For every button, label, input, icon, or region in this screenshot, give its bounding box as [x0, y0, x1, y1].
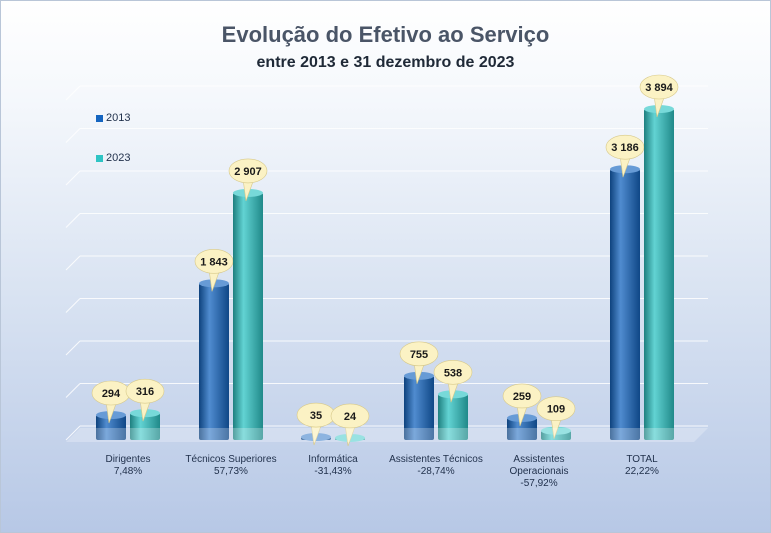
legend-swatch-2023: [96, 154, 103, 162]
bar-2013-4: [507, 417, 537, 440]
chart-legend: 2013 2023: [96, 110, 130, 190]
bar-2013-0: [96, 415, 126, 440]
data-label: 3 186: [611, 142, 639, 154]
gridline-side: [65, 170, 81, 186]
category-label: Assistentes Operacionais -57,92%: [474, 454, 604, 490]
legend-item-2023: 2023: [96, 150, 130, 166]
legend-item-2013: 2013: [96, 110, 130, 126]
chart-subtitle: entre 2013 e 31 dezembro de 2023: [256, 54, 515, 71]
data-label: 259: [513, 391, 531, 403]
category-change: 57,73%: [214, 466, 248, 477]
category-change: 7,48%: [113, 466, 143, 477]
bar-2023-5: [644, 109, 674, 440]
legend-label-2023: 2023: [106, 152, 131, 164]
bar-2023-0: [130, 413, 160, 440]
category-label: Técnicos Superiores 57,73%: [166, 454, 296, 478]
data-label: 3 894: [645, 82, 673, 94]
callout-bubble: [399, 341, 439, 367]
gridline-side: [65, 128, 81, 143]
bar-2023-3: [438, 394, 468, 440]
gridline-side: [65, 340, 81, 356]
gridline-side: [65, 213, 81, 228]
data-label: 1 843: [200, 256, 228, 268]
chart-title: Evolução do Efetivo ao Serviço: [221, 22, 550, 47]
gridline-side: [65, 383, 81, 398]
callout-bubble: [330, 403, 370, 429]
category-name: TOTAL: [626, 454, 658, 465]
data-label: 109: [547, 404, 565, 416]
category-name: Dirigentes: [105, 454, 151, 465]
callout-bubble: [639, 74, 679, 100]
category-label: Dirigentes 7,48%: [63, 454, 193, 478]
bar-2013-1: [199, 283, 229, 440]
gridline-side: [65, 255, 81, 271]
bar-2013-3: [404, 375, 434, 440]
callout-bubble: [536, 396, 576, 422]
data-label: 24: [344, 411, 357, 423]
chart-floor: [66, 428, 708, 442]
data-label: 316: [136, 386, 154, 398]
data-label: 755: [410, 349, 428, 361]
data-label: 294: [102, 388, 121, 400]
category-label: Informática -31,43%: [268, 454, 398, 478]
legend-label-2013: 2013: [106, 112, 131, 124]
gridline-side: [65, 85, 81, 101]
category-name: Informática: [308, 454, 358, 465]
callout-bubble: [228, 158, 268, 184]
bar-2023-1: [233, 192, 263, 440]
callout-bubble: [125, 378, 165, 404]
bar-2013-5: [610, 169, 640, 440]
legend-swatch-2013: [96, 114, 103, 122]
category-name: Assistentes Operacionais: [509, 454, 569, 477]
category-change: -28,74%: [417, 466, 455, 477]
data-label: 2 907: [234, 166, 262, 178]
category-label: TOTAL 22,22%: [577, 454, 707, 478]
category-name: Técnicos Superiores: [185, 454, 277, 465]
category-change: 22,22%: [625, 466, 659, 477]
data-label: 538: [444, 367, 462, 379]
callout-bubble: [502, 383, 542, 409]
data-label: 35: [310, 410, 322, 422]
gridline-side: [65, 298, 81, 313]
category-label: Assistentes Técnicos -28,74%: [371, 454, 501, 478]
gridline-side: [65, 425, 81, 441]
category-name: Assistentes Técnicos: [389, 454, 483, 465]
callout-bubble: [433, 359, 473, 385]
category-change: -31,43%: [314, 466, 352, 477]
category-change: -57,92%: [520, 478, 558, 489]
